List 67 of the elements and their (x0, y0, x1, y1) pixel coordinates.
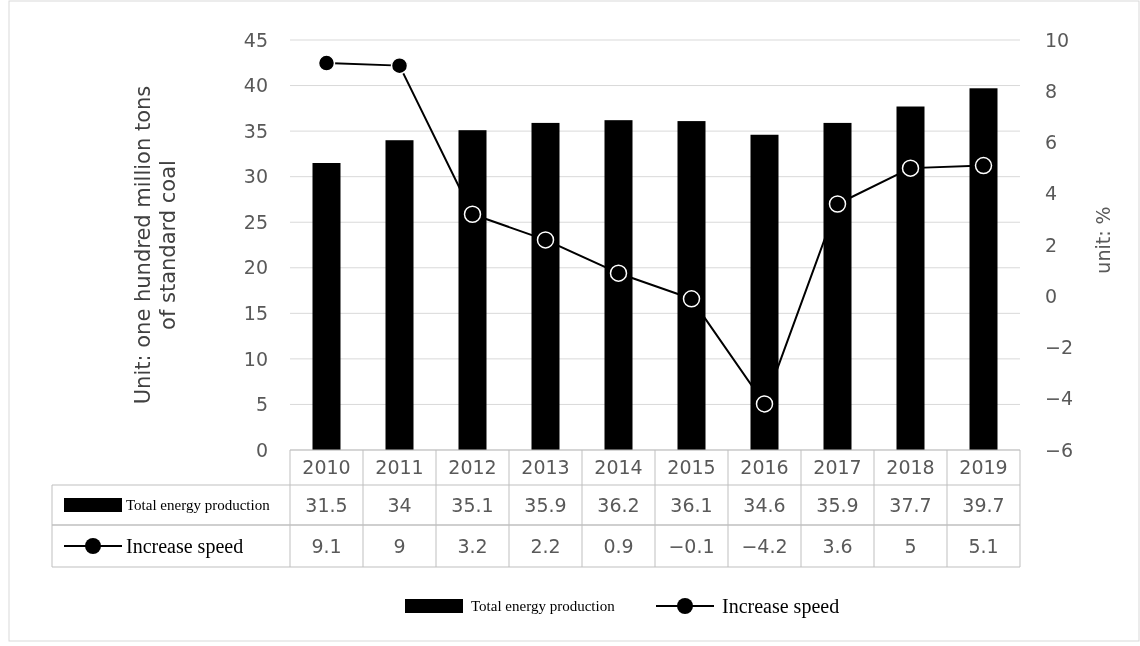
x-tick-label: 2019 (959, 456, 1008, 479)
x-tick-label: 2013 (521, 456, 570, 479)
y-tick-label: 20 (243, 256, 268, 279)
data-label: 5 (904, 534, 917, 557)
data-label: 35.9 (816, 493, 859, 516)
data-label: 36.1 (670, 493, 713, 516)
point (317, 54, 336, 72)
y2-tick-label: −2 (1045, 336, 1074, 359)
y2-tick-label: 4 (1045, 182, 1058, 205)
y2-tick-label: 2 (1045, 233, 1058, 256)
x-tick-label: 2015 (667, 456, 716, 479)
data-label: 31.5 (305, 493, 348, 516)
data-label: 34.6 (743, 493, 786, 516)
data-label: 36.2 (597, 493, 640, 516)
y2-tick-label: −4 (1045, 387, 1074, 410)
bar (312, 163, 341, 450)
legend-label: Increase speed (126, 535, 244, 558)
data-label: 3.2 (457, 534, 488, 557)
point (901, 159, 920, 177)
data-label: 5.1 (968, 534, 999, 557)
data-label: 35.9 (524, 493, 567, 516)
data-label: 34 (387, 493, 412, 516)
y2-tick-label: 10 (1045, 28, 1070, 51)
y2-tick-label: 6 (1045, 131, 1058, 154)
y-tick-label: 40 (243, 74, 268, 97)
y2-tick-label: 8 (1045, 79, 1058, 102)
y2-tick-label: −6 (1045, 438, 1074, 461)
y2-axis-title: unit: % (1092, 206, 1114, 274)
y-tick-label: 15 (243, 301, 268, 324)
x-tick-label: 2012 (448, 456, 497, 479)
y-tick-label: 30 (243, 165, 268, 188)
data-label: 2.2 (530, 534, 561, 557)
x-tick-label: 2017 (813, 456, 862, 479)
y-tick-label: 0 (255, 438, 268, 461)
point (828, 195, 847, 213)
bar (385, 140, 414, 450)
x-tick-label: 2010 (302, 456, 351, 479)
data-label: 39.7 (962, 493, 1005, 516)
data-label: 37.7 (889, 493, 932, 516)
point (536, 231, 555, 249)
y-tick-label: 10 (243, 347, 268, 370)
data-label: −4.2 (741, 534, 788, 557)
text: Total energy production (471, 598, 615, 615)
y-tick-label: 35 (243, 119, 268, 142)
x-tick-label: 2011 (375, 456, 424, 479)
data-label: 3.6 (822, 534, 853, 557)
y-tick-label: 5 (255, 393, 268, 416)
y-tick-label: 45 (243, 28, 268, 51)
point (755, 395, 774, 413)
x-tick-label: 2016 (740, 456, 789, 479)
point (463, 205, 482, 223)
data-label: 35.1 (451, 493, 494, 516)
point (682, 290, 701, 308)
data-label: 9 (393, 534, 406, 557)
data-label: −0.1 (668, 534, 715, 557)
y2-tick-label: 0 (1045, 284, 1058, 307)
x-tick-label: 2018 (886, 456, 935, 479)
point (974, 156, 993, 175)
data-label: 9.1 (311, 534, 342, 557)
x-tick-label: 2014 (594, 456, 643, 479)
y-tick-label: 25 (243, 210, 268, 233)
legend-label: Total energy production (126, 497, 271, 514)
text: Increase speed (722, 595, 840, 617)
data-label: 0.9 (603, 534, 634, 557)
y-axis-title: Unit: one hundred million tons of standard coal (131, 85, 180, 405)
point (390, 56, 409, 75)
point (609, 264, 628, 282)
